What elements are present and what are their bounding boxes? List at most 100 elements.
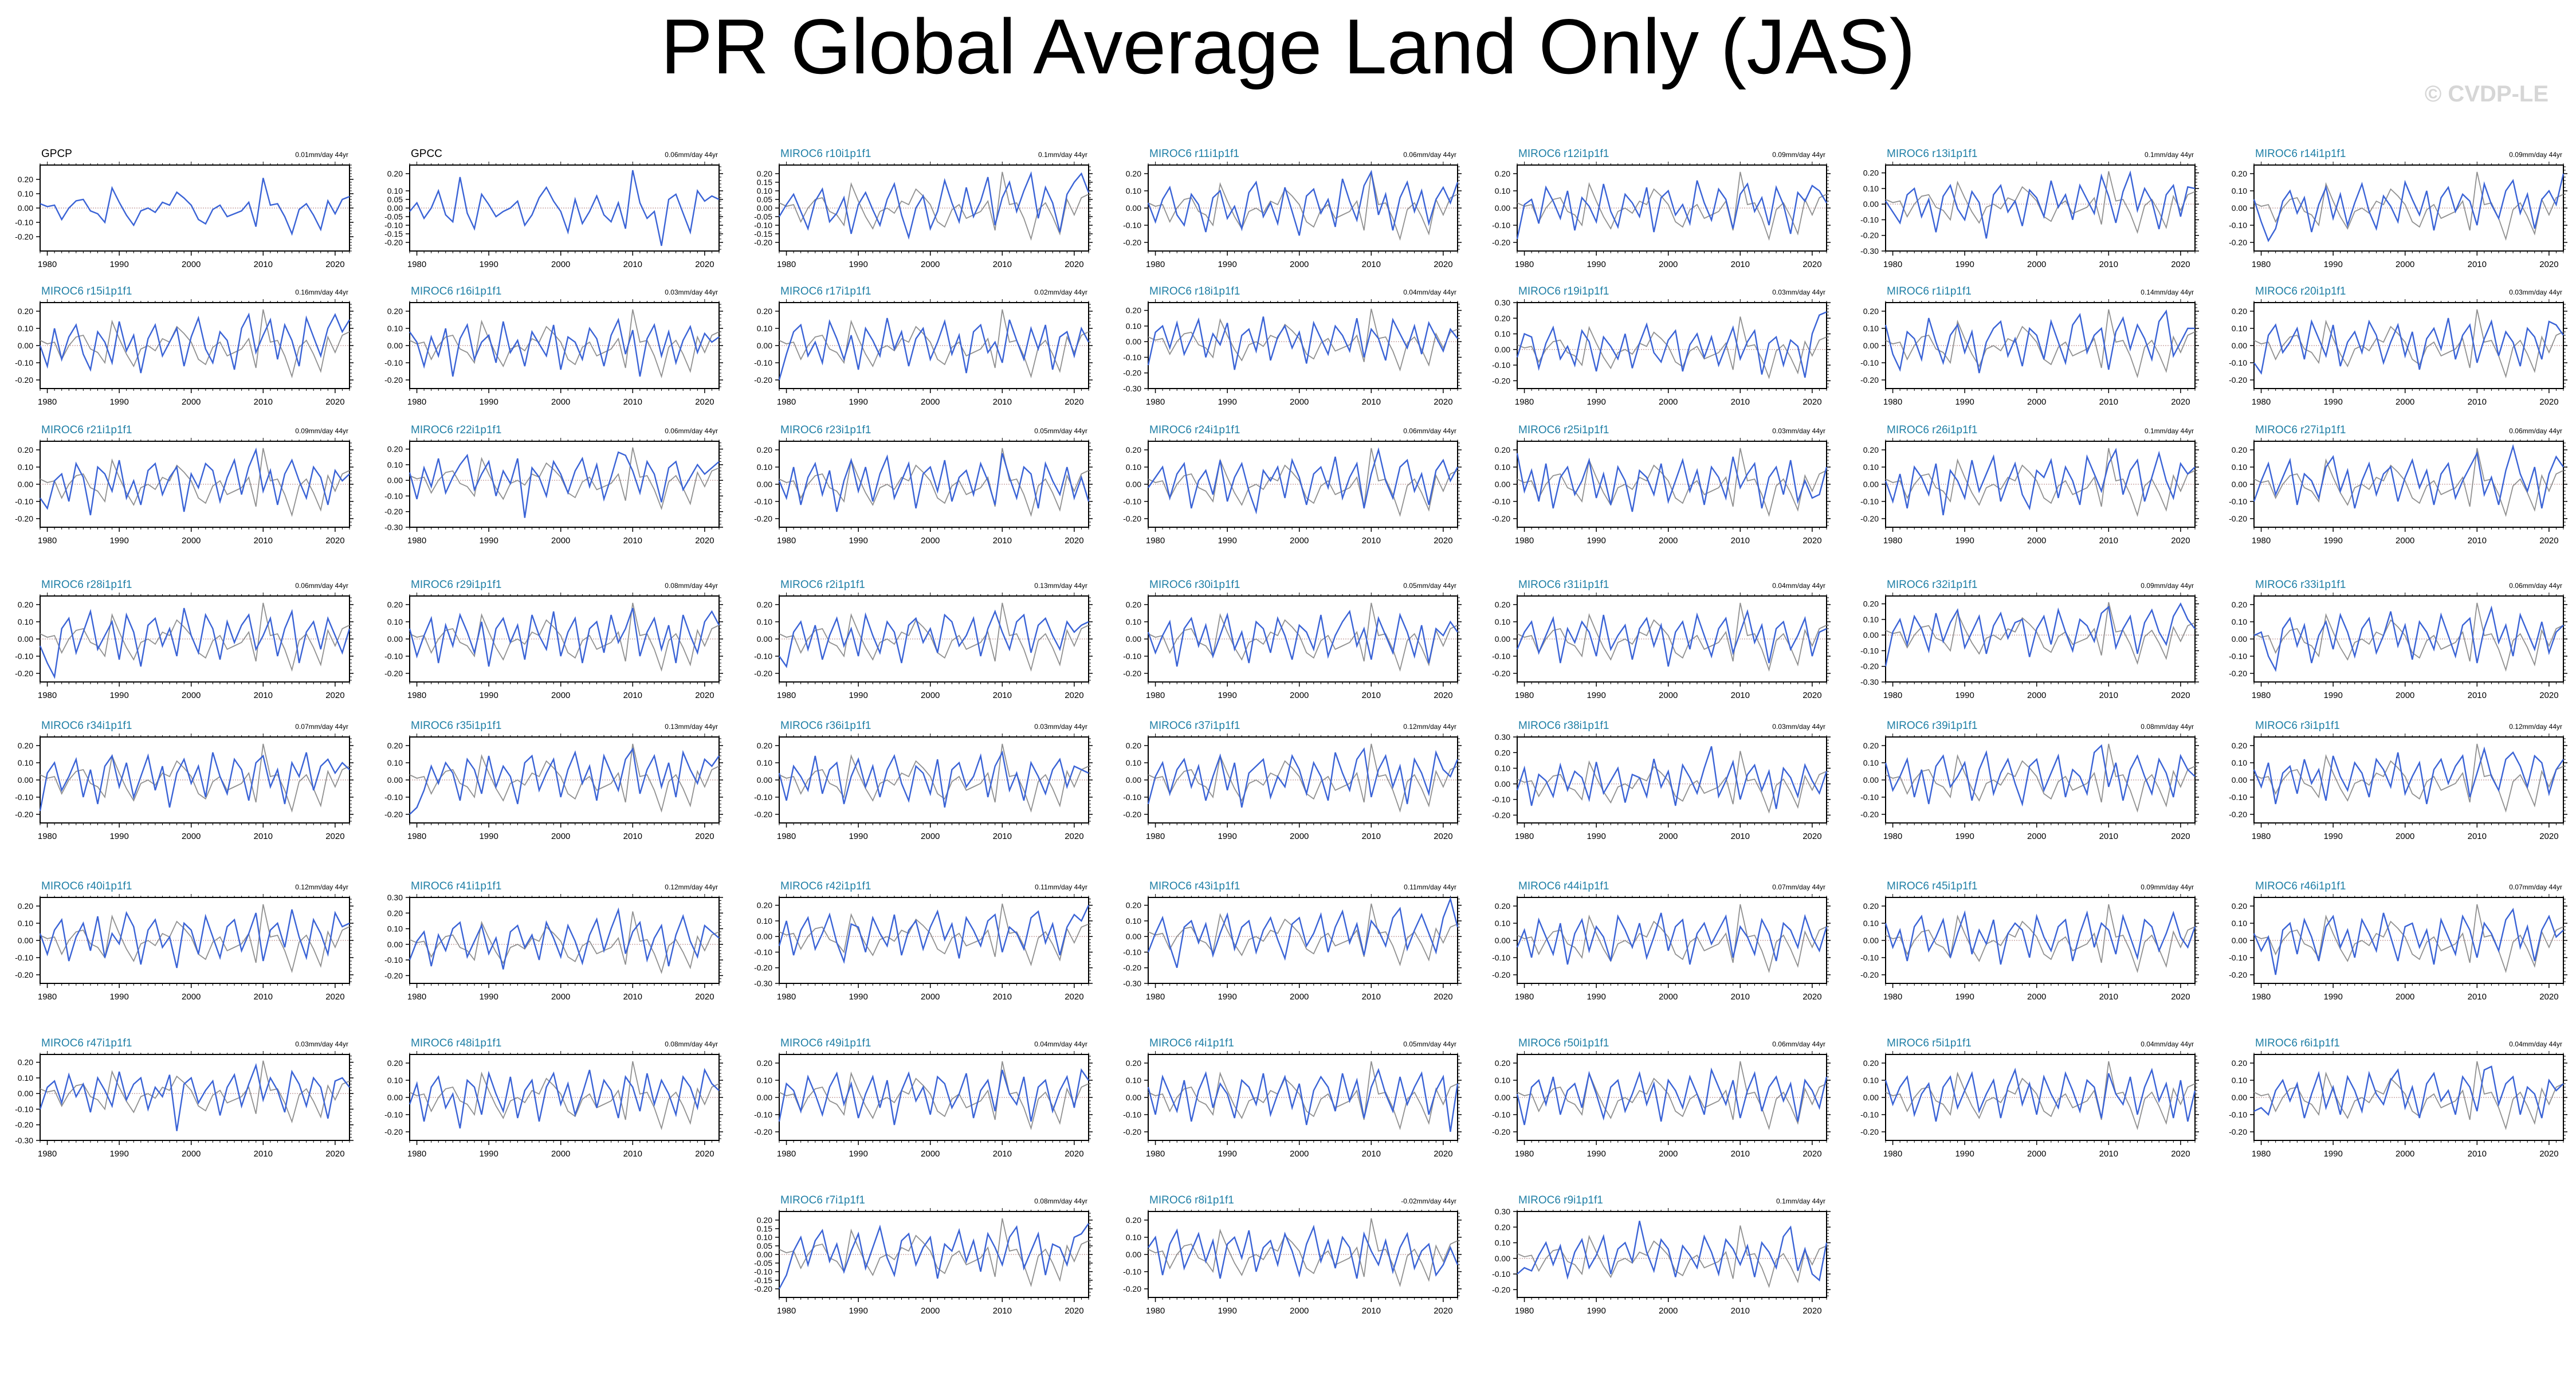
panel-trend-label: 0.06mm/day 44yr: [1403, 151, 1456, 159]
member-line: [409, 747, 720, 815]
y-tick-label: 0.10: [757, 758, 772, 767]
panel-title: MIROC6 r21i1p1f1: [41, 424, 132, 436]
y-tick-label: -0.10: [754, 358, 772, 367]
observation-line: [779, 448, 1089, 517]
y-tick-label: 0.00: [387, 476, 403, 485]
y-tick-label: -0.10: [2229, 793, 2247, 802]
panel-title: MIROC6 r29i1p1f1: [411, 579, 501, 591]
x-tick-label: 1990: [109, 397, 128, 407]
y-tick-label: 0.00: [1126, 337, 1141, 346]
observation-line: [40, 448, 350, 517]
y-tick-label: 0.20: [387, 169, 403, 178]
x-tick-label: 2010: [623, 397, 642, 407]
x-tick-label: 1980: [1146, 832, 1165, 841]
x-tick-label: 2020: [325, 260, 344, 269]
y-tick-label: -0.10: [1492, 497, 1510, 506]
x-tick-label: 1980: [1146, 691, 1165, 700]
x-tick-label: 2020: [1434, 832, 1452, 841]
x-tick-label: 2020: [2171, 260, 2190, 269]
x-tick-label: 1980: [777, 832, 796, 841]
x-tick-label: 1980: [38, 260, 57, 269]
chart-panel: MIROC6 r2i1p1f1 0.13mm/day 44yr 0.20 0.10 0.…: [754, 579, 1093, 700]
x-tick-label: 2010: [993, 536, 1012, 546]
y-tick-label: 0.00: [1863, 341, 1879, 350]
y-tick-label: -0.10: [1860, 215, 1879, 224]
y-tick-label: 0.00: [18, 341, 33, 350]
x-tick-label: 2010: [1362, 397, 1381, 407]
y-tick-label: -0.20: [384, 375, 403, 385]
x-tick-label: 2010: [1362, 691, 1381, 700]
panel-title: MIROC6 r39i1p1f1: [1887, 720, 1977, 732]
y-tick-label: 0.20: [757, 169, 772, 178]
x-tick-label: 2000: [2027, 397, 2046, 407]
x-tick-label: 1990: [479, 260, 498, 269]
x-tick-label: 1980: [2252, 691, 2271, 700]
x-tick-label: 2020: [1065, 691, 1083, 700]
x-tick-label: 2010: [254, 832, 273, 841]
x-tick-label: 1990: [1587, 536, 1605, 546]
y-tick-label: -0.10: [1860, 497, 1879, 506]
chart-panel: GPCP 0.01mm/day 44yr 0.20 0.10 0.00 -0.10 -0.2…: [15, 148, 354, 269]
y-tick-label: 0.00: [1126, 775, 1141, 785]
chart-panel: MIROC6 r15i1p1f1 0.16mm/day 44yr 0.20 0.10 0…: [15, 285, 354, 407]
panel-trend-label: 0.1mm/day 44yr: [2145, 151, 2194, 159]
member-line: [39, 752, 350, 811]
y-tick-label: -0.10: [384, 221, 403, 230]
x-tick-label: 2000: [182, 832, 201, 841]
member-line: [40, 447, 350, 516]
y-tick-label: 0.10: [1863, 615, 1879, 624]
y-tick-label: -0.20: [2229, 669, 2247, 678]
chart-panel: MIROC6 r24i1p1f1 0.06mm/day 44yr 0.20 0.10 0…: [1123, 424, 1462, 546]
chart-panel: MIROC6 r39i1p1f1 0.08mm/day 44yr 0.20 0.10 0…: [1860, 720, 2199, 841]
y-tick-label: 0.00: [757, 634, 772, 644]
x-tick-label: 1990: [849, 691, 867, 700]
x-tick-label: 1990: [1218, 397, 1236, 407]
x-tick-label: 1980: [777, 691, 796, 700]
x-tick-label: 2020: [1803, 832, 1821, 841]
observation-line: [40, 309, 350, 379]
x-tick-label: 2000: [182, 536, 201, 546]
panel-title: MIROC6 r25i1p1f1: [1518, 424, 1609, 436]
x-tick-label: 1990: [109, 536, 128, 546]
y-tick-label: 0.00: [757, 203, 772, 213]
y-tick-label: 0.20: [2232, 445, 2247, 454]
panel-trend-label: 0.03mm/day 44yr: [1772, 427, 1825, 435]
x-tick-label: 1990: [1955, 832, 1974, 841]
panel-trend-label: 0.05mm/day 44yr: [1403, 582, 1456, 590]
y-tick-label: 0.00: [1863, 775, 1879, 785]
y-tick-label: 0.10: [18, 617, 33, 626]
x-tick-label: 1980: [1883, 260, 1902, 269]
member-line: [1884, 448, 2196, 516]
panel-trend-label: 0.09mm/day 44yr: [295, 427, 348, 435]
x-tick-label: 2000: [1659, 536, 1678, 546]
x-tick-label: 2000: [551, 536, 570, 546]
x-tick-label: 2020: [2539, 691, 2558, 700]
chart-panel: MIROC6 r35i1p1f1 0.13mm/day 44yr 0.20 0.10 0…: [384, 720, 723, 841]
panel-title: MIROC6 r27i1p1f1: [2255, 424, 2346, 436]
x-tick-label: 1980: [777, 536, 796, 546]
y-tick-label: -0.20: [15, 669, 33, 678]
panel-trend-label: 0.12mm/day 44yr: [2509, 723, 2562, 731]
x-tick-label: 2020: [1065, 397, 1083, 407]
y-tick-label: 0.20: [1126, 741, 1141, 750]
chart-panel: MIROC6 r36i1p1f1 0.03mm/day 44yr 0.20 0.10 0…: [754, 720, 1093, 841]
x-tick-label: 2020: [325, 691, 344, 700]
y-tick-label: -0.20: [2229, 810, 2247, 819]
y-tick-label: 0.10: [387, 758, 403, 767]
chart-panel: MIROC6 r14i1p1f1 0.09mm/day 44yr 0.20 0.10 0…: [2229, 148, 2567, 269]
x-tick-label: 2020: [1434, 691, 1452, 700]
observation-line: [1148, 171, 1458, 241]
y-tick-label: 0.00: [1126, 480, 1141, 489]
y-tick-label: 0.00: [1863, 480, 1879, 489]
y-tick-label: 0.20: [1863, 307, 1879, 316]
panel-title: GPCC: [411, 148, 442, 160]
y-tick-label: -0.10: [384, 652, 403, 661]
panel-title: MIROC6 r10i1p1f1: [780, 148, 871, 160]
x-tick-label: 1990: [479, 691, 498, 700]
y-tick-label: 0.20: [18, 600, 33, 609]
y-tick-label: 0.10: [18, 189, 33, 198]
observation-line: [779, 743, 1089, 813]
observation-line: [2253, 448, 2564, 517]
y-tick-label: -0.15: [754, 229, 772, 238]
panel-title: MIROC6 r3i1p1f1: [2255, 720, 2340, 732]
